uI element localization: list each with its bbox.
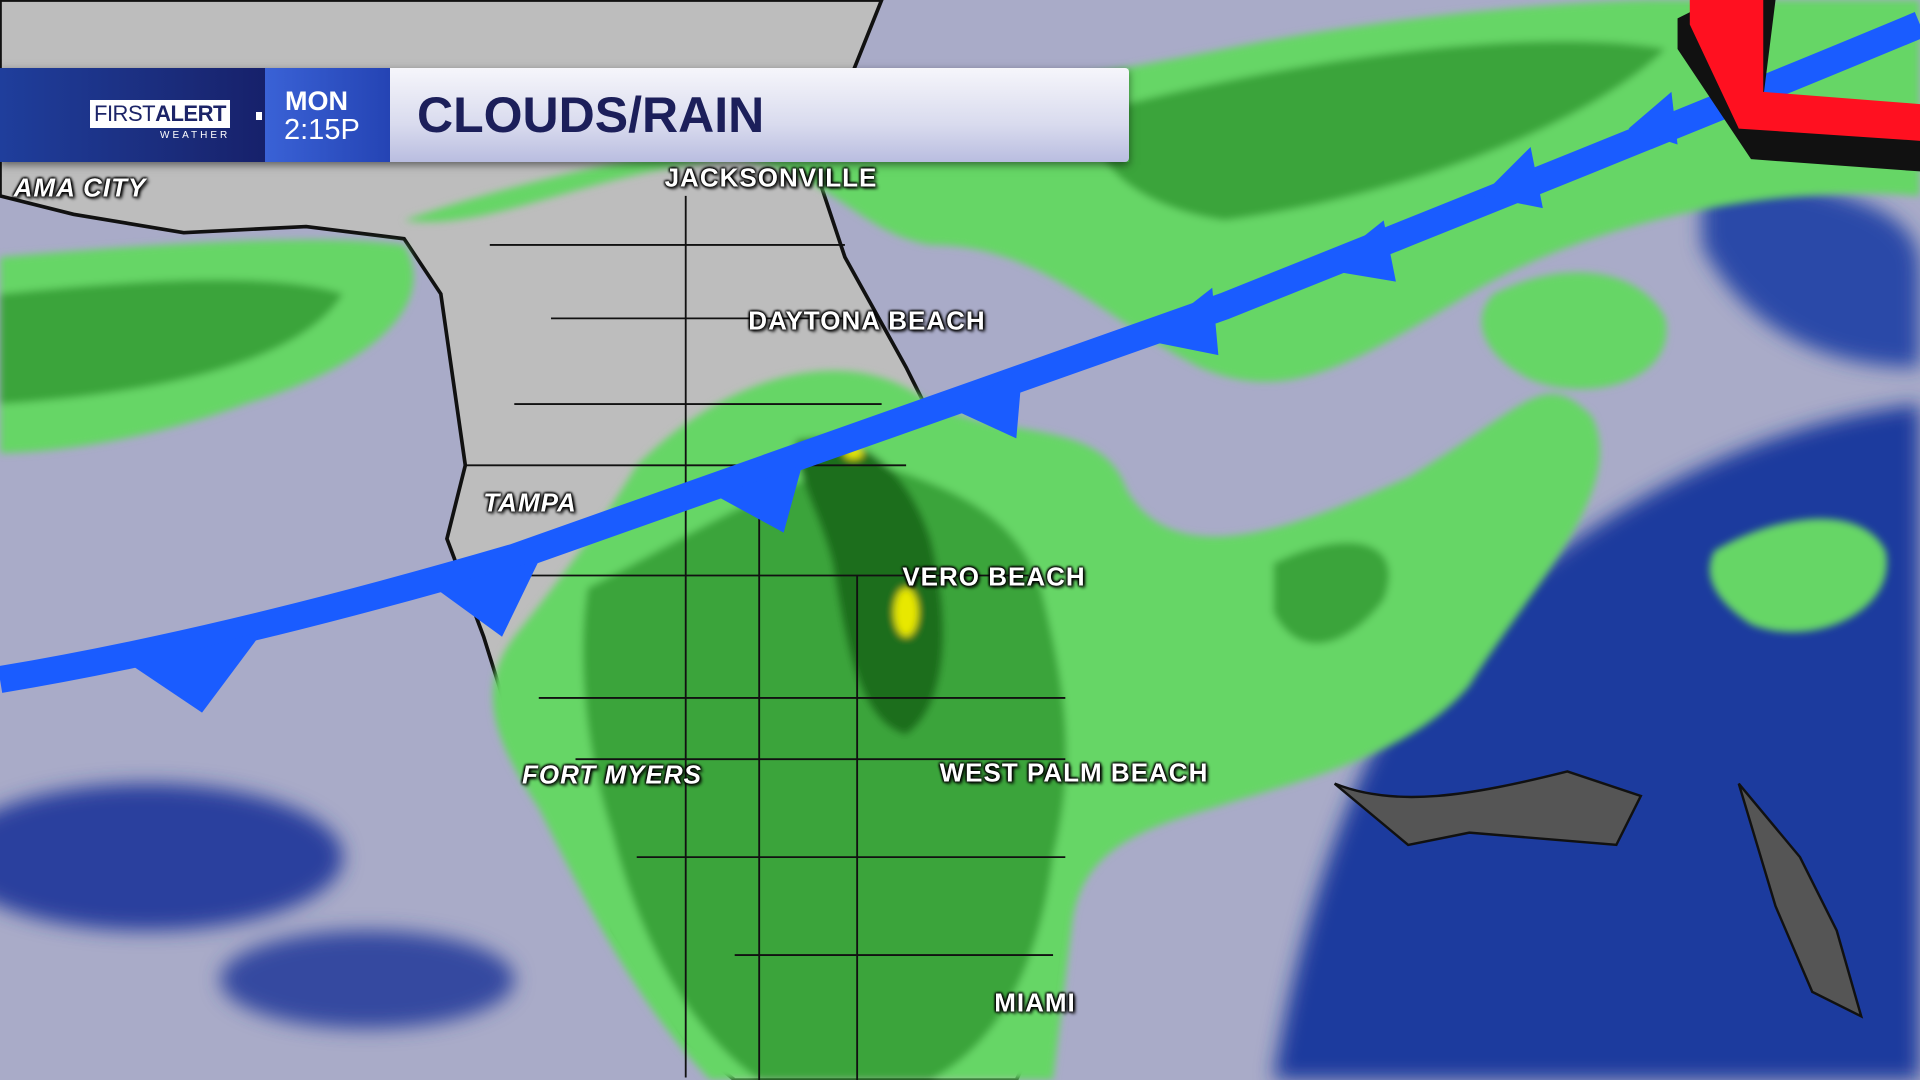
page-title: CLOUDS/RAIN: [417, 87, 765, 143]
time-label: 2:15P: [284, 114, 360, 146]
logo-first: FIRST: [94, 101, 156, 126]
city-label-jacksonville: JACKSONVILLE: [664, 162, 878, 193]
logo-block: FIRSTALERT WEATHER: [0, 68, 270, 162]
city-label-daytona-beach: DAYTONA BEACH: [748, 305, 986, 336]
cold-front: [0, 12, 1920, 713]
time-block: [265, 68, 393, 162]
low-pressure-symbol: [1677, 0, 1920, 172]
logo-dot: [256, 112, 262, 120]
county-lines: [453, 195, 1066, 1080]
city-label-tampa: TAMPA: [483, 487, 577, 518]
logo-weather: WEATHER: [160, 130, 231, 141]
city-label-miami: MIAMI: [994, 987, 1076, 1018]
city-label-vero-beach: VERO BEACH: [902, 561, 1086, 592]
city-label-panama-city: AMA CITY: [13, 172, 147, 203]
first-alert-logo: FIRSTALERT: [90, 100, 230, 128]
day-label: MON: [285, 86, 348, 116]
city-label-west-palm-beach: WEST PALM BEACH: [939, 757, 1209, 788]
title-banner: FIRSTALERT WEATHER MON 2:15P CLOUDS/RAIN: [0, 68, 1129, 162]
logo-alert: ALERT: [155, 101, 226, 126]
city-label-fort-myers: FORT MYERS: [522, 759, 702, 790]
title-block: CLOUDS/RAIN: [390, 68, 1129, 162]
